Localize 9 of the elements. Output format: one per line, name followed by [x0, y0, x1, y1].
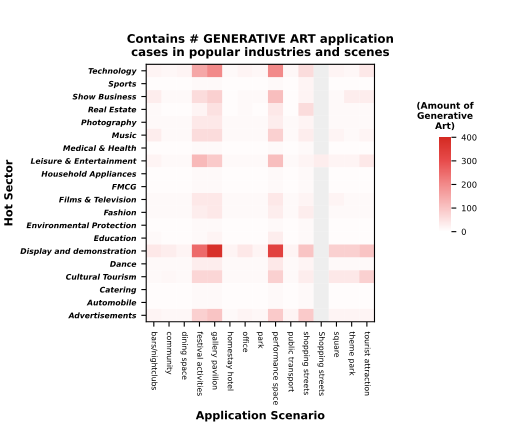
- chart-title: Contains # GENERATIVE ART application cases in popular industries and scenes: [127, 34, 393, 58]
- y-axis-title: Hot Sector: [4, 160, 13, 226]
- x-axis-title: Application Scenario: [196, 410, 324, 422]
- color-bar-label: 200: [462, 181, 477, 188]
- color-bar-label: 0: [462, 228, 466, 235]
- color-bar-label: 400: [462, 134, 477, 141]
- color-bar-label: 100: [462, 205, 477, 212]
- color-bar-title: (Amount of Generative Art): [417, 102, 474, 130]
- color-bar-label: 300: [462, 158, 477, 164]
